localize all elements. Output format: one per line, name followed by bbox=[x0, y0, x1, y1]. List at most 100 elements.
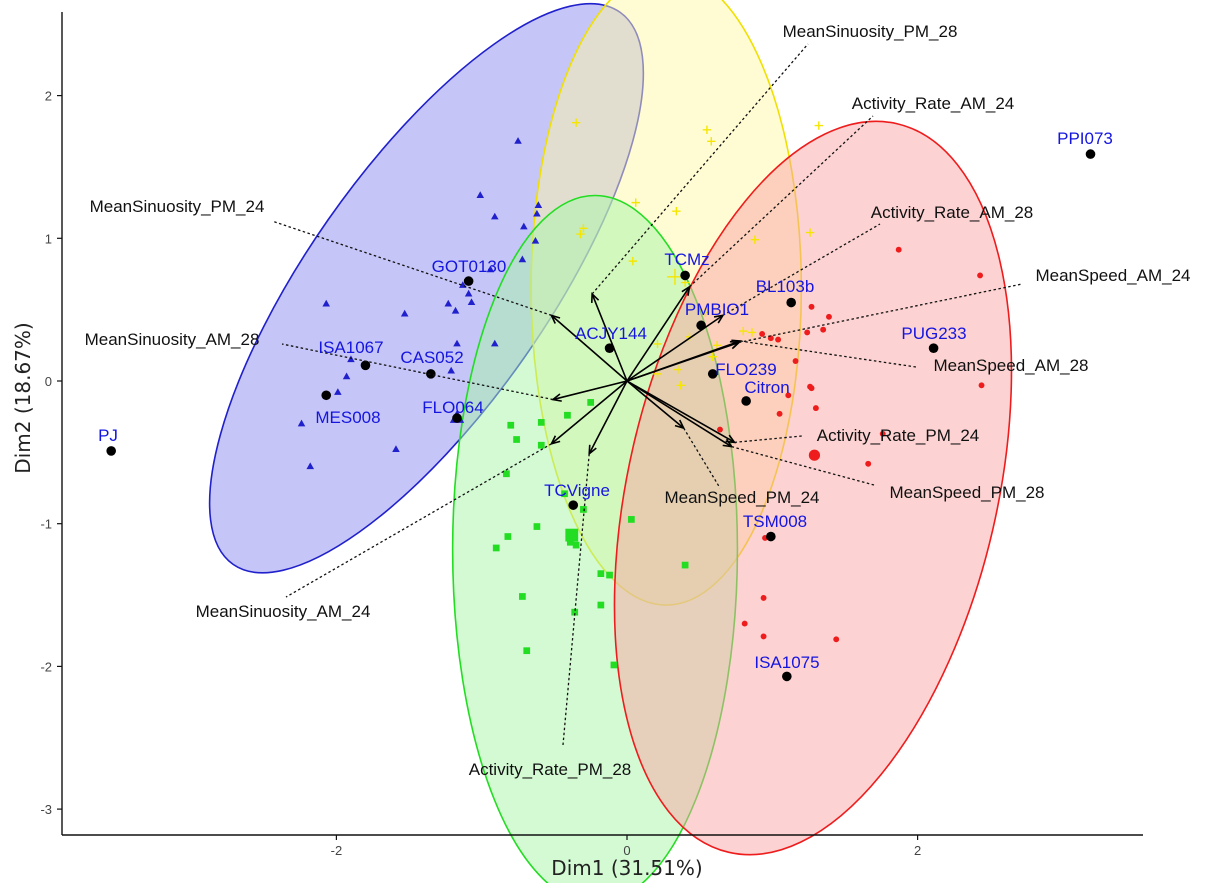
point-yellow bbox=[814, 121, 823, 130]
leader-MeanSpeed_PM_24 bbox=[683, 427, 721, 489]
point-green bbox=[681, 561, 689, 569]
point-yellow bbox=[702, 125, 712, 135]
leader-MeanSinuosity_AM_28 bbox=[281, 343, 554, 401]
individual-label: GOT0130 bbox=[432, 257, 507, 276]
point-red bbox=[808, 303, 815, 310]
variable-label: Activity_Rate_PM_24 bbox=[817, 426, 980, 445]
point-green bbox=[492, 544, 500, 552]
individual-label: FLO239 bbox=[715, 360, 776, 379]
point-labels: MeanSinuosity_PM_28 Activity_Rate_AM_24 Ac… bbox=[85, 22, 1191, 779]
group-center-green bbox=[565, 528, 579, 542]
point-yellow bbox=[673, 365, 683, 374]
individual-label: MES008 bbox=[315, 408, 380, 427]
point-green bbox=[627, 516, 635, 523]
individual-label: PUG233 bbox=[901, 324, 966, 343]
individual-point bbox=[452, 413, 462, 423]
point-red bbox=[826, 313, 832, 320]
point-red bbox=[760, 633, 767, 640]
point-red bbox=[785, 392, 792, 399]
point-green bbox=[566, 538, 574, 546]
point-blue bbox=[518, 255, 527, 263]
point-red bbox=[808, 385, 815, 392]
variable-label: MeanSpeed_AM_24 bbox=[1035, 266, 1190, 285]
point-green bbox=[564, 411, 571, 419]
point-green bbox=[537, 441, 545, 449]
individual-label: PJ bbox=[98, 426, 118, 445]
individual-point bbox=[360, 360, 371, 371]
point-blue bbox=[467, 298, 476, 306]
group-center-red bbox=[808, 449, 821, 461]
individual-label: Citron bbox=[744, 378, 789, 397]
individual-label: ACJY144 bbox=[575, 324, 647, 343]
variable-label-leaders bbox=[271, 43, 1023, 746]
point-blue bbox=[322, 299, 331, 307]
arrow-MeanSpeed_AM_28 bbox=[626, 340, 741, 382]
individual-point bbox=[766, 531, 776, 542]
variable-label: Activity_Rate_PM_28 bbox=[469, 760, 632, 779]
point-red bbox=[833, 636, 840, 643]
individual-point bbox=[1085, 149, 1096, 159]
axis-ticks: -2 0 2 -3 -2 -1 0 1 2 bbox=[40, 89, 921, 858]
confidence-ellipses bbox=[208, 0, 1013, 883]
point-blue bbox=[447, 366, 455, 374]
individual-label: FLO064 bbox=[422, 398, 483, 417]
x-tick-label: 2 bbox=[914, 843, 921, 858]
point-blue bbox=[490, 212, 499, 220]
point-yellow bbox=[579, 224, 588, 233]
leader-Activity_Rate_PM_28 bbox=[562, 453, 590, 746]
individual-label: BL103b bbox=[756, 277, 815, 296]
point-yellow bbox=[628, 256, 638, 266]
individual-label: ISA1075 bbox=[754, 653, 819, 672]
individual-label: ISA1067 bbox=[318, 338, 383, 357]
variable-label: Activity_Rate_AM_28 bbox=[871, 203, 1034, 222]
point-yellow bbox=[631, 198, 640, 207]
point-yellow bbox=[653, 339, 662, 349]
point-yellow bbox=[805, 228, 815, 237]
y-tick-label: -2 bbox=[40, 659, 52, 674]
point-yellow bbox=[750, 235, 760, 244]
point-blue bbox=[334, 388, 342, 395]
individual-point bbox=[463, 276, 474, 286]
point-blue bbox=[520, 222, 528, 230]
individual-point bbox=[707, 369, 718, 379]
point-red bbox=[879, 430, 886, 437]
x-tick-label: 0 bbox=[623, 843, 630, 858]
leader-Activity_Rate_AM_28 bbox=[722, 223, 881, 316]
individual-point bbox=[741, 396, 751, 406]
point-green bbox=[580, 506, 587, 513]
point-yellow bbox=[708, 352, 717, 361]
individual-point bbox=[604, 343, 615, 353]
point-red bbox=[804, 329, 811, 336]
point-yellow bbox=[701, 308, 710, 317]
point-green bbox=[572, 541, 580, 549]
variable-label: MeanSinuosity_AM_28 bbox=[85, 330, 260, 349]
leader-MeanSinuosity_AM_24 bbox=[285, 443, 552, 598]
point-green bbox=[533, 523, 541, 530]
point-green bbox=[503, 470, 510, 478]
point-red bbox=[792, 358, 799, 364]
point-yellow bbox=[676, 381, 685, 390]
point-blue bbox=[464, 289, 473, 297]
individual-point bbox=[786, 297, 796, 308]
arrow-MeanSinuosity_AM_24 bbox=[550, 380, 628, 445]
variable-label: MeanSinuosity_AM_24 bbox=[196, 602, 371, 621]
individual-label: CAS052 bbox=[400, 348, 463, 367]
point-red bbox=[760, 594, 767, 601]
point-blue bbox=[453, 339, 461, 347]
arrow-Activity_Rate_PM_28 bbox=[588, 380, 628, 455]
point-red bbox=[978, 382, 985, 389]
point-blue bbox=[444, 299, 453, 307]
individual-points bbox=[106, 118, 1096, 682]
point-green bbox=[571, 608, 579, 616]
point-red bbox=[895, 246, 902, 253]
point-yellow bbox=[747, 328, 757, 337]
variable-label: Activity_Rate_AM_24 bbox=[852, 94, 1015, 113]
point-yellow bbox=[571, 118, 581, 127]
point-red bbox=[776, 410, 783, 417]
point-green bbox=[507, 421, 515, 429]
point-red bbox=[820, 326, 827, 333]
leader-MeanSpeed_AM_24 bbox=[738, 283, 1023, 344]
x-tick-label: -2 bbox=[331, 843, 343, 858]
point-green bbox=[523, 647, 531, 655]
